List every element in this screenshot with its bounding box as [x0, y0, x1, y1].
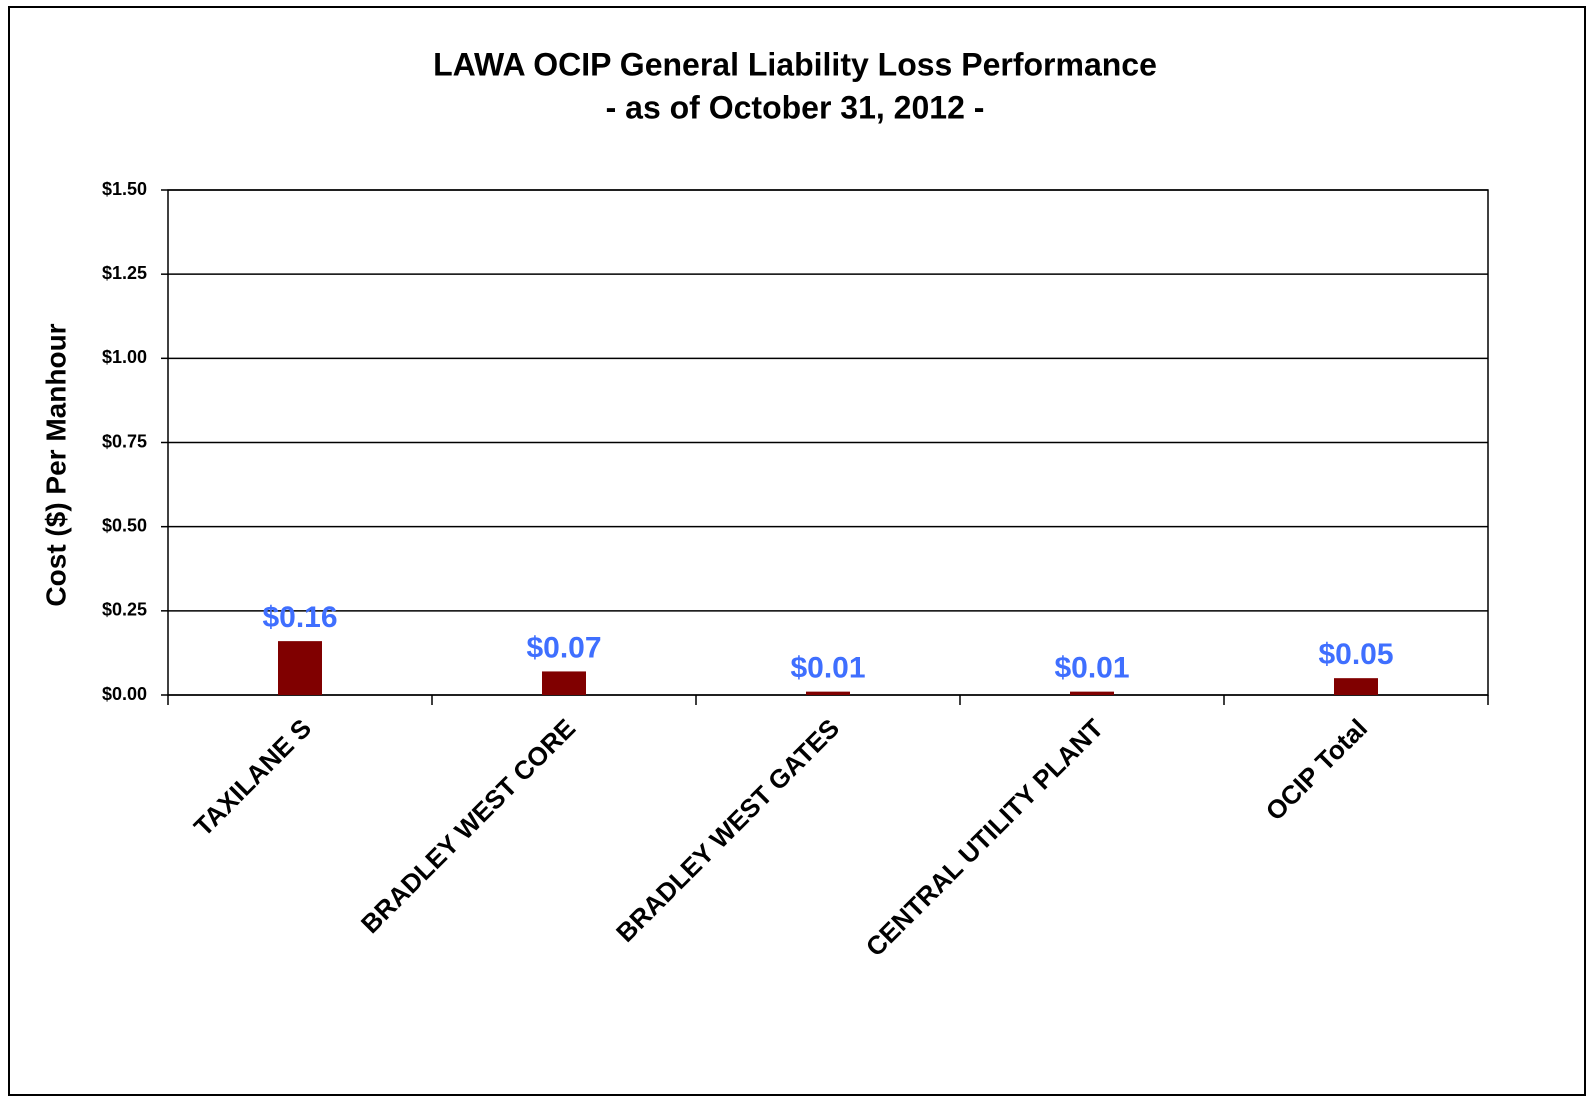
y-tick-label: $0.75 — [102, 431, 147, 451]
chart-frame — [8, 6, 1586, 1096]
y-axis-title: Cost ($) Per Manhour — [40, 323, 71, 606]
y-tick-label: $0.00 — [102, 684, 147, 704]
chart-title: LAWA OCIP General Liability Loss Perform… — [433, 46, 1157, 82]
bar — [1070, 691, 1114, 695]
value-label: $0.16 — [262, 601, 337, 634]
y-tick-label: $1.50 — [102, 179, 147, 199]
bar — [278, 641, 322, 695]
y-tick-label: $0.50 — [102, 515, 147, 535]
bar — [806, 691, 850, 695]
value-label: $0.01 — [1054, 652, 1129, 685]
y-tick-label: $1.00 — [102, 347, 147, 367]
x-tick-label: BRADLEY WEST CORE — [355, 713, 581, 939]
x-tick-label: TAXILANE S — [188, 713, 317, 842]
value-label: $0.05 — [1318, 638, 1393, 671]
y-tick-label: $1.25 — [102, 263, 147, 283]
bar — [542, 671, 586, 695]
y-tick-label: $0.25 — [102, 600, 147, 620]
x-tick-label: CENTRAL UTILITY PLANT — [860, 713, 1109, 962]
value-label: $0.07 — [526, 631, 601, 664]
x-tick-label: BRADLEY WEST GATES — [610, 713, 845, 948]
chart-subtitle: - as of October 31, 2012 - — [606, 89, 985, 125]
x-tick-label: OCIP Total — [1260, 713, 1373, 826]
value-label: $0.01 — [790, 652, 865, 685]
bar — [1334, 678, 1378, 695]
